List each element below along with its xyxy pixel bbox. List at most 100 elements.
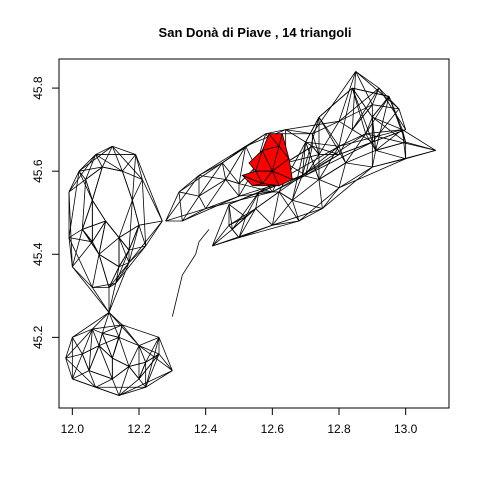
mesh-edge — [88, 345, 100, 371]
mesh-edge — [81, 328, 93, 355]
plot-title: San Donà di Piave , 14 triangoli — [159, 25, 352, 40]
mesh-edge — [212, 224, 273, 247]
mesh-edge — [312, 71, 356, 135]
mesh-edge — [245, 129, 286, 147]
mesh-edge — [78, 166, 103, 172]
x-tick-label: 12.8 — [327, 422, 351, 436]
mesh-edge — [141, 179, 163, 222]
mesh-edge — [68, 154, 96, 193]
mesh-edge — [108, 283, 116, 288]
y-tick-label: 45.4 — [31, 242, 45, 266]
mesh-edge — [238, 208, 257, 238]
mesh-edge — [68, 179, 86, 193]
mesh-edge — [198, 162, 223, 197]
mesh-edge — [81, 179, 87, 230]
mesh-edge — [322, 187, 340, 209]
mesh-edge — [98, 333, 103, 346]
mesh-edge — [65, 353, 83, 359]
mesh-edge — [355, 71, 400, 110]
mesh-edge — [312, 145, 320, 155]
mesh-edge — [265, 129, 286, 135]
mesh-edge — [135, 154, 163, 222]
mesh-edge — [355, 71, 373, 105]
mesh-edge — [85, 179, 93, 201]
mesh-edge — [171, 274, 183, 317]
mesh-edge — [112, 366, 130, 380]
mesh-edge — [205, 179, 226, 209]
mesh-edge — [338, 162, 347, 188]
mesh-edge — [92, 282, 116, 288]
mesh-edge — [375, 150, 406, 160]
x-tick-label: 12.6 — [261, 422, 285, 436]
mesh-edge — [182, 195, 200, 222]
mesh-edge — [108, 312, 120, 338]
mesh-edge — [232, 229, 240, 238]
mesh-edge — [82, 220, 106, 230]
mesh-edge — [118, 249, 130, 267]
mesh-edge — [178, 162, 223, 193]
mesh-edge — [102, 332, 120, 338]
mesh-edge — [121, 171, 133, 201]
mesh-edge — [285, 129, 313, 135]
mesh-edge — [68, 191, 73, 267]
mesh-edge — [272, 220, 300, 226]
mesh-edge — [101, 312, 110, 334]
mesh-edge — [65, 357, 96, 388]
mesh-edge — [131, 154, 137, 201]
mesh-edge — [92, 287, 110, 313]
mesh-edge — [165, 191, 180, 222]
mesh-edge — [128, 361, 146, 367]
mesh-edge — [88, 370, 113, 380]
mesh-edge — [222, 162, 240, 184]
mesh-edge — [338, 71, 357, 122]
mesh-edge — [322, 166, 373, 209]
mesh-edge — [318, 179, 340, 189]
mesh-edge — [95, 154, 123, 172]
mesh-edge — [71, 229, 83, 267]
mesh-edge — [272, 154, 340, 193]
mesh-edge — [138, 345, 160, 355]
mesh-edge — [238, 220, 300, 239]
mesh-edge — [355, 71, 380, 89]
y-axis: 45.2 45.4 45.6 45.8 — [31, 76, 59, 349]
mesh-edge — [351, 71, 357, 130]
mesh-edge — [98, 220, 107, 255]
mesh-edge — [72, 378, 120, 396]
mesh-edge — [78, 145, 113, 172]
mesh-edge — [375, 141, 406, 151]
mesh-edge — [98, 253, 120, 268]
mesh-edge — [298, 187, 340, 222]
mesh-edge — [211, 204, 230, 247]
mesh-edge — [78, 154, 96, 172]
mesh-edge — [292, 179, 320, 201]
mesh-edge — [128, 200, 133, 251]
mesh-edge — [91, 241, 100, 255]
mesh-edge — [65, 358, 73, 380]
mesh-edge — [318, 162, 346, 180]
mesh-edge — [182, 195, 240, 222]
mesh-edge — [145, 337, 160, 363]
mesh-edge — [291, 200, 300, 222]
mesh-edge — [131, 200, 140, 226]
mesh-edge — [68, 237, 93, 288]
mesh-edge — [112, 357, 130, 367]
mesh-edge — [198, 145, 246, 176]
mesh-edge — [372, 150, 436, 168]
y-tick-label: 45.8 — [31, 76, 45, 100]
mesh-edge — [225, 179, 240, 185]
mesh-edge — [365, 117, 373, 134]
mesh-edge — [301, 142, 307, 176]
mesh-edge — [271, 191, 280, 226]
mesh-edge — [312, 145, 340, 155]
mesh-edge — [221, 162, 227, 180]
mesh-edge — [102, 324, 123, 334]
mesh-edge — [285, 154, 320, 164]
mesh-edge — [78, 171, 93, 201]
triangle-mesh — [65, 71, 436, 396]
mesh-edge — [102, 166, 123, 172]
x-tick-label: 12.4 — [194, 422, 218, 436]
mesh-edge — [118, 237, 130, 251]
mesh-edge — [108, 262, 130, 313]
mesh-edge — [118, 336, 140, 347]
mesh-edge — [318, 116, 340, 147]
